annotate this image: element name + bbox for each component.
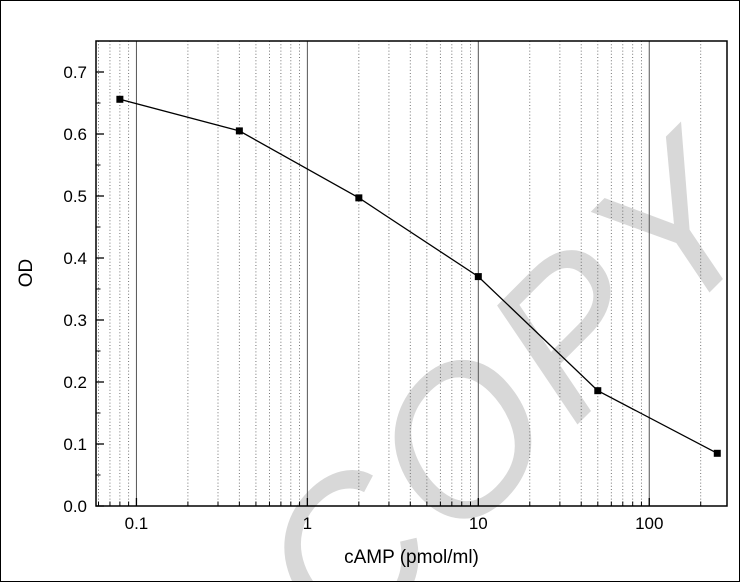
- x-axis-label: cAMP (pmol/ml): [344, 547, 479, 568]
- data-point: [594, 387, 602, 395]
- y-tick-label: 0.0: [63, 497, 87, 516]
- x-tick-label: 0.1: [125, 514, 149, 533]
- series-line: [119, 98, 718, 454]
- data-point: [355, 194, 363, 202]
- y-axis-label: OD: [16, 258, 37, 288]
- y-tick-label: 0.2: [63, 373, 87, 392]
- x-tick-label: 100: [635, 514, 663, 533]
- data-point: [474, 273, 482, 281]
- x-tick-label: 10: [469, 514, 488, 533]
- data-point: [116, 95, 124, 103]
- watermark: COPY: [213, 90, 740, 582]
- y-tick-label: 0.3: [63, 311, 87, 330]
- plot-frame: [95, 40, 728, 507]
- data-point: [713, 449, 721, 457]
- y-tick-label: 0.1: [63, 435, 87, 454]
- x-tick-label: 1: [303, 514, 312, 533]
- y-tick-label: 0.5: [63, 187, 87, 206]
- y-tick-label: 0.7: [63, 63, 87, 82]
- y-tick-label: 0.4: [63, 249, 87, 268]
- y-tick-label: 0.6: [63, 125, 87, 144]
- data-point: [235, 127, 243, 135]
